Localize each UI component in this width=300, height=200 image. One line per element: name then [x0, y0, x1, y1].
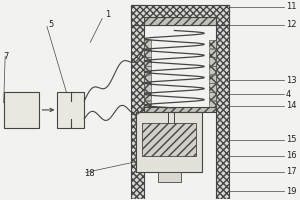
- Bar: [144, 92, 151, 100]
- Bar: [209, 75, 216, 83]
- Bar: [209, 83, 216, 92]
- Bar: [209, 57, 216, 66]
- Bar: [130, 5, 229, 25]
- Bar: [209, 101, 216, 109]
- Bar: [209, 49, 216, 57]
- Text: 12: 12: [286, 20, 296, 29]
- Bar: [158, 171, 181, 182]
- Text: 17: 17: [286, 167, 296, 176]
- Text: 16: 16: [286, 151, 296, 160]
- Text: 1: 1: [105, 10, 110, 19]
- Bar: [216, 5, 229, 199]
- Bar: [136, 112, 202, 171]
- Bar: [57, 92, 84, 128]
- Bar: [4, 92, 40, 128]
- Text: 5: 5: [48, 20, 54, 29]
- Bar: [144, 40, 151, 48]
- Bar: [144, 57, 151, 66]
- Bar: [144, 83, 151, 92]
- Text: 7: 7: [4, 52, 9, 61]
- Text: 13: 13: [286, 76, 296, 85]
- Bar: [209, 92, 216, 100]
- Text: 11: 11: [286, 2, 296, 11]
- Text: 14: 14: [286, 101, 296, 110]
- Bar: [144, 17, 216, 25]
- Bar: [142, 123, 196, 156]
- Bar: [144, 66, 151, 74]
- Bar: [144, 49, 151, 57]
- Bar: [144, 75, 151, 83]
- Bar: [144, 101, 151, 109]
- Bar: [209, 40, 216, 48]
- Bar: [130, 5, 144, 199]
- Bar: [144, 107, 216, 112]
- Text: 18: 18: [84, 169, 95, 178]
- Bar: [209, 66, 216, 74]
- Text: 15: 15: [286, 135, 296, 144]
- Text: 19: 19: [286, 187, 296, 196]
- Text: 4: 4: [286, 90, 291, 99]
